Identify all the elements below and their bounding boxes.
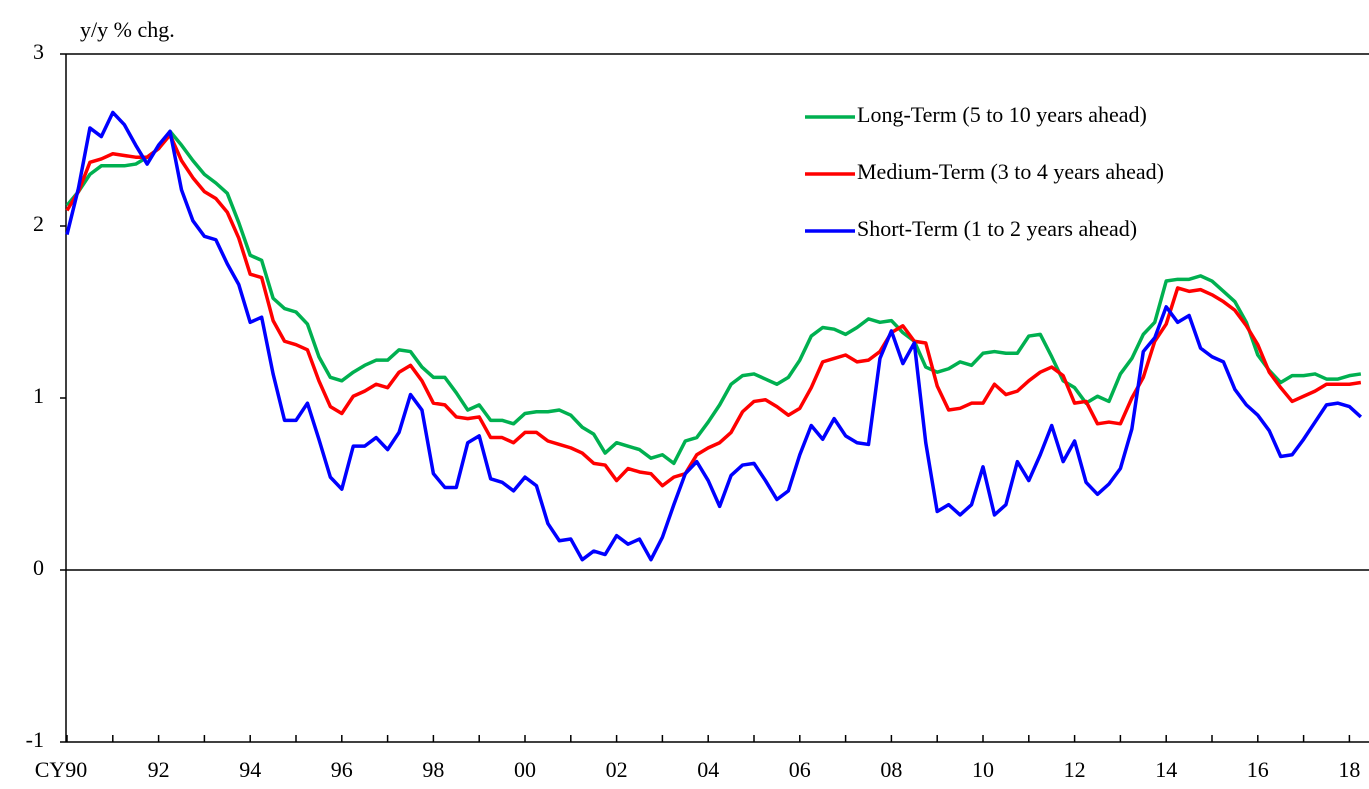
y-tick-label: -1 bbox=[26, 727, 44, 752]
y-tick-label: 3 bbox=[33, 39, 44, 64]
x-tick-label: 12 bbox=[1064, 757, 1086, 782]
x-tick-label: 02 bbox=[606, 757, 628, 782]
y-tick-label: 2 bbox=[33, 211, 44, 236]
series-line bbox=[65, 129, 1362, 466]
legend-label: Medium-Term (3 to 4 years ahead) bbox=[857, 159, 1164, 184]
series-line bbox=[65, 110, 1363, 562]
x-tick-label: 98 bbox=[422, 757, 444, 782]
x-tick-label: 06 bbox=[789, 757, 811, 782]
series-line bbox=[65, 133, 1362, 488]
legend-label: Long-Term (5 to 10 years ahead) bbox=[857, 102, 1147, 127]
x-tick-label: CY90 bbox=[35, 757, 88, 782]
x-tick-label: 00 bbox=[514, 757, 536, 782]
legend-label: Short-Term (1 to 2 years ahead) bbox=[857, 216, 1137, 241]
y-axis-label: y/y % chg. bbox=[80, 17, 175, 42]
x-tick-label: 08 bbox=[880, 757, 902, 782]
y-tick-label: 1 bbox=[33, 383, 44, 408]
x-tick-label: 04 bbox=[697, 757, 719, 782]
x-tick-label: 94 bbox=[239, 757, 261, 782]
x-tick-label: 92 bbox=[148, 757, 170, 782]
x-tick-label: 14 bbox=[1155, 757, 1177, 782]
x-tick-label: 10 bbox=[972, 757, 994, 782]
x-tick-label: 16 bbox=[1247, 757, 1269, 782]
x-tick-label: 96 bbox=[331, 757, 353, 782]
y-tick-label: 0 bbox=[33, 555, 44, 580]
x-tick-label: 18 bbox=[1338, 757, 1360, 782]
